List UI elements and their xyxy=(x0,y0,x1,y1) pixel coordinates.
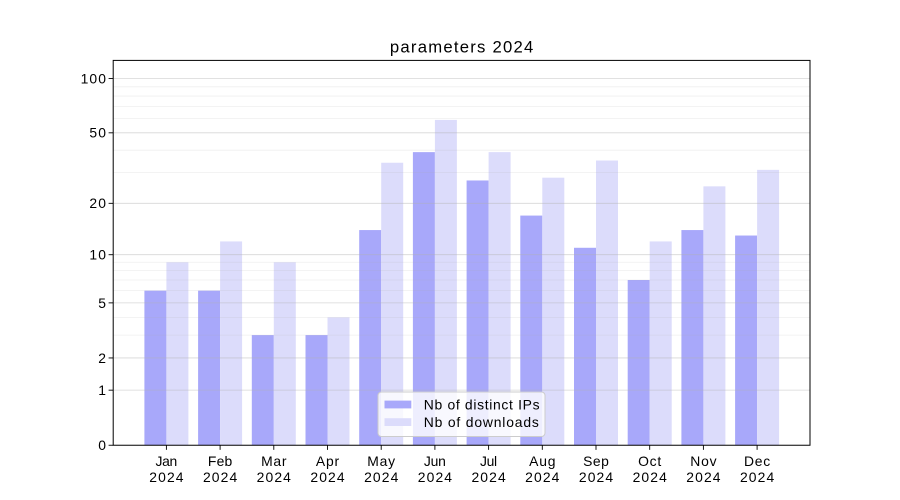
svg-text:Mar: Mar xyxy=(261,453,287,469)
svg-text:0: 0 xyxy=(98,437,107,453)
svg-text:Aug: Aug xyxy=(529,453,556,469)
svg-text:2024: 2024 xyxy=(257,469,292,485)
svg-text:2024: 2024 xyxy=(471,469,506,485)
svg-text:2024: 2024 xyxy=(310,469,345,485)
svg-text:Nb of distinct IPs: Nb of distinct IPs xyxy=(424,396,540,412)
svg-text:2024: 2024 xyxy=(418,469,453,485)
svg-text:2024: 2024 xyxy=(740,469,775,485)
svg-text:parameters 2024: parameters 2024 xyxy=(390,38,535,57)
svg-text:Nb of downloads: Nb of downloads xyxy=(424,414,540,430)
svg-text:5: 5 xyxy=(98,295,107,311)
svg-text:2024: 2024 xyxy=(525,469,560,485)
svg-text:2024: 2024 xyxy=(203,469,238,485)
svg-text:Dec: Dec xyxy=(744,453,771,469)
svg-text:Jan: Jan xyxy=(156,453,177,469)
svg-text:10: 10 xyxy=(89,247,107,263)
svg-text:50: 50 xyxy=(89,125,107,141)
svg-text:20: 20 xyxy=(89,195,107,211)
svg-text:2: 2 xyxy=(98,350,107,366)
svg-text:1: 1 xyxy=(98,382,107,398)
svg-text:Feb: Feb xyxy=(208,453,233,469)
svg-text:Oct: Oct xyxy=(638,453,662,469)
svg-text:Jul: Jul xyxy=(480,453,497,469)
svg-text:Apr: Apr xyxy=(316,453,340,469)
svg-text:Sep: Sep xyxy=(583,453,609,469)
svg-text:2024: 2024 xyxy=(633,469,668,485)
svg-text:100: 100 xyxy=(81,70,108,86)
svg-text:May: May xyxy=(367,453,396,469)
svg-text:2024: 2024 xyxy=(364,469,399,485)
svg-text:2024: 2024 xyxy=(149,469,184,485)
svg-text:Nov: Nov xyxy=(690,453,717,469)
svg-text:Jun: Jun xyxy=(424,453,446,469)
svg-text:2024: 2024 xyxy=(686,469,721,485)
svg-text:2024: 2024 xyxy=(579,469,614,485)
